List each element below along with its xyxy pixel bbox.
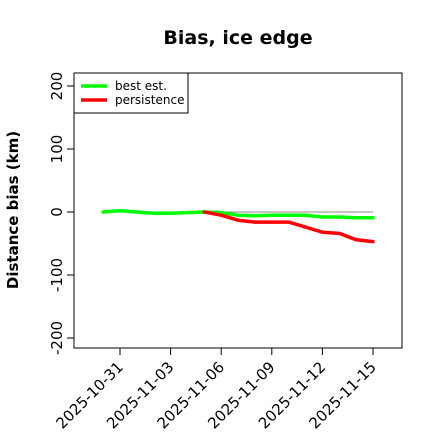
data-point: [270, 213, 274, 217]
chart-title: Bias, ice edge: [163, 27, 312, 49]
data-point: [236, 213, 240, 217]
data-point: [236, 218, 240, 222]
data-point: [337, 231, 341, 236]
y-axis-label: Distance bias (km): [4, 131, 22, 289]
data-point: [152, 211, 156, 215]
data-point: [303, 225, 308, 229]
data-point: [202, 210, 206, 214]
data-point: [253, 220, 257, 224]
plot-frame: [73, 72, 403, 349]
data-point: [287, 220, 291, 224]
legend-box: [73, 72, 189, 114]
data-point: [371, 240, 375, 244]
data-point: [303, 213, 308, 217]
y-tick-label: -200: [48, 321, 66, 355]
data-point: [287, 213, 291, 217]
data-point: [337, 215, 341, 219]
plot-area: -200-10001002002025-10-312025-11-032025-…: [48, 72, 403, 432]
data-point: [270, 220, 274, 224]
legend-label: persistence: [115, 93, 184, 107]
y-tick-label: 200: [48, 72, 66, 101]
y-tick-label: 100: [48, 135, 66, 164]
data-point: [169, 211, 173, 215]
data-point: [135, 210, 139, 214]
data-point: [185, 211, 190, 215]
data-point: [354, 216, 358, 220]
data-point: [320, 215, 324, 219]
data-point: [118, 209, 122, 213]
y-tick-label: 0: [48, 207, 66, 217]
data-point: [371, 216, 375, 220]
data-point: [354, 238, 358, 242]
data-point: [219, 213, 223, 217]
data-point: [320, 230, 324, 234]
data-point: [253, 214, 257, 218]
legend-label: best est.: [115, 79, 167, 93]
data-point: [101, 210, 105, 214]
y-tick-label: -100: [48, 258, 66, 292]
